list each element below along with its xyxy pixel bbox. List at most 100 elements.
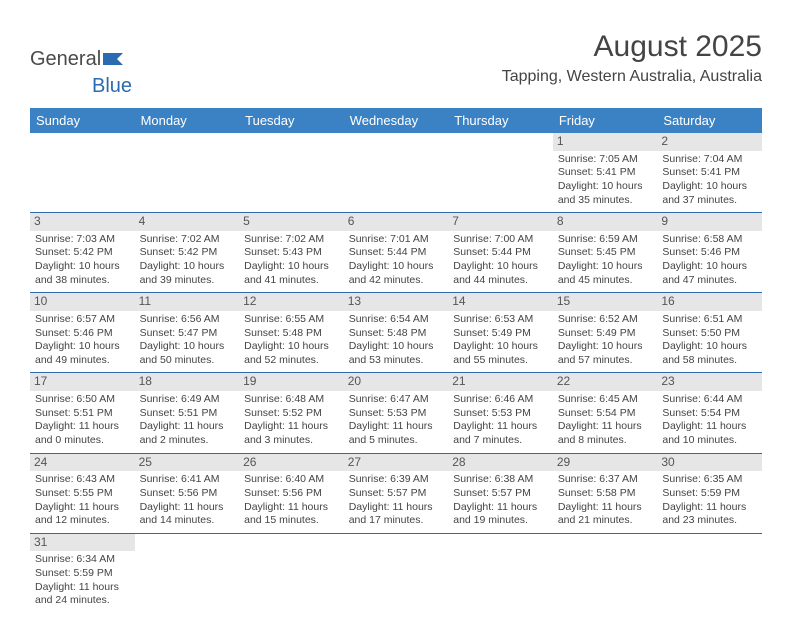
cell-line: and 44 minutes. bbox=[453, 274, 548, 288]
cell-line: Daylight: 10 hours bbox=[558, 340, 653, 354]
cell-line: Sunset: 5:53 PM bbox=[349, 407, 444, 421]
cell-line: Daylight: 11 hours bbox=[453, 420, 548, 434]
day-header: Friday bbox=[553, 108, 658, 133]
day-number: 15 bbox=[553, 293, 658, 311]
day-number: 26 bbox=[239, 454, 344, 472]
cell-line: Sunset: 5:52 PM bbox=[244, 407, 339, 421]
cell-line: and 23 minutes. bbox=[662, 514, 757, 528]
cell-line: Sunset: 5:49 PM bbox=[558, 327, 653, 341]
cell-line: Sunrise: 7:03 AM bbox=[35, 233, 130, 247]
calendar-cell: 4Sunrise: 7:02 AMSunset: 5:42 PMDaylight… bbox=[135, 213, 240, 293]
cell-line: Sunrise: 7:04 AM bbox=[662, 153, 757, 167]
cell-line: Sunset: 5:58 PM bbox=[558, 487, 653, 501]
cell-line: Daylight: 11 hours bbox=[453, 501, 548, 515]
logo-part2: Blue bbox=[92, 75, 132, 97]
cell-line: and 45 minutes. bbox=[558, 274, 653, 288]
cell-line: Daylight: 11 hours bbox=[35, 581, 130, 595]
cell-line: and 49 minutes. bbox=[35, 354, 130, 368]
calendar-cell bbox=[135, 133, 240, 213]
cell-line: Sunrise: 6:41 AM bbox=[140, 473, 235, 487]
cell-line: Sunrise: 7:05 AM bbox=[558, 153, 653, 167]
cell-line: Daylight: 11 hours bbox=[35, 420, 130, 434]
cell-line: Daylight: 10 hours bbox=[662, 180, 757, 194]
calendar-row: 3Sunrise: 7:03 AMSunset: 5:42 PMDaylight… bbox=[30, 213, 762, 293]
cell-line: Sunrise: 6:34 AM bbox=[35, 553, 130, 567]
page: General Blue August 2025 Tapping, Western… bbox=[0, 0, 792, 633]
cell-line: and 24 minutes. bbox=[35, 594, 130, 608]
calendar-cell: 17Sunrise: 6:50 AMSunset: 5:51 PMDayligh… bbox=[30, 373, 135, 453]
calendar-row: 24Sunrise: 6:43 AMSunset: 5:55 PMDayligh… bbox=[30, 453, 762, 533]
header: General Blue August 2025 Tapping, Western… bbox=[30, 30, 762, 98]
day-number: 14 bbox=[448, 293, 553, 311]
day-number: 8 bbox=[553, 213, 658, 231]
cell-line: Sunrise: 6:49 AM bbox=[140, 393, 235, 407]
calendar-cell: 12Sunrise: 6:55 AMSunset: 5:48 PMDayligh… bbox=[239, 293, 344, 373]
cell-line: Daylight: 11 hours bbox=[558, 501, 653, 515]
day-number: 11 bbox=[135, 293, 240, 311]
cell-line: Sunset: 5:56 PM bbox=[140, 487, 235, 501]
calendar-cell: 1Sunrise: 7:05 AMSunset: 5:41 PMDaylight… bbox=[553, 133, 658, 213]
calendar-cell bbox=[344, 533, 449, 613]
calendar-cell bbox=[553, 533, 658, 613]
cell-line: and 55 minutes. bbox=[453, 354, 548, 368]
calendar-cell bbox=[448, 533, 553, 613]
day-number: 19 bbox=[239, 373, 344, 391]
calendar-cell bbox=[344, 133, 449, 213]
calendar-row: 17Sunrise: 6:50 AMSunset: 5:51 PMDayligh… bbox=[30, 373, 762, 453]
calendar-cell: 21Sunrise: 6:46 AMSunset: 5:53 PMDayligh… bbox=[448, 373, 553, 453]
day-header: Tuesday bbox=[239, 108, 344, 133]
day-number: 4 bbox=[135, 213, 240, 231]
cell-line: Sunset: 5:48 PM bbox=[349, 327, 444, 341]
day-number: 27 bbox=[344, 454, 449, 472]
cell-line: Sunrise: 6:48 AM bbox=[244, 393, 339, 407]
cell-line: and 8 minutes. bbox=[558, 434, 653, 448]
cell-line: Sunset: 5:42 PM bbox=[35, 246, 130, 260]
cell-line: Daylight: 11 hours bbox=[662, 501, 757, 515]
day-header: Sunday bbox=[30, 108, 135, 133]
cell-line: Sunrise: 6:59 AM bbox=[558, 233, 653, 247]
cell-line: Sunrise: 6:45 AM bbox=[558, 393, 653, 407]
cell-line: Sunrise: 6:39 AM bbox=[349, 473, 444, 487]
cell-line: and 41 minutes. bbox=[244, 274, 339, 288]
cell-line: Sunset: 5:59 PM bbox=[662, 487, 757, 501]
cell-line: Sunset: 5:44 PM bbox=[349, 246, 444, 260]
cell-line: Sunrise: 6:40 AM bbox=[244, 473, 339, 487]
logo-part1: General bbox=[30, 48, 101, 70]
calendar-cell: 31Sunrise: 6:34 AMSunset: 5:59 PMDayligh… bbox=[30, 533, 135, 613]
day-number: 30 bbox=[657, 454, 762, 472]
day-number: 1 bbox=[553, 133, 658, 151]
cell-line: Sunset: 5:46 PM bbox=[662, 246, 757, 260]
cell-line: Sunrise: 6:57 AM bbox=[35, 313, 130, 327]
day-number: 3 bbox=[30, 213, 135, 231]
cell-line: Sunset: 5:59 PM bbox=[35, 567, 130, 581]
calendar-row: 1Sunrise: 7:05 AMSunset: 5:41 PMDaylight… bbox=[30, 133, 762, 213]
calendar-cell: 2Sunrise: 7:04 AMSunset: 5:41 PMDaylight… bbox=[657, 133, 762, 213]
cell-line: Sunrise: 6:54 AM bbox=[349, 313, 444, 327]
calendar-cell: 9Sunrise: 6:58 AMSunset: 5:46 PMDaylight… bbox=[657, 213, 762, 293]
cell-line: Sunrise: 7:02 AM bbox=[244, 233, 339, 247]
cell-line: Sunset: 5:48 PM bbox=[244, 327, 339, 341]
cell-line: and 38 minutes. bbox=[35, 274, 130, 288]
calendar-cell bbox=[135, 533, 240, 613]
cell-line: and 14 minutes. bbox=[140, 514, 235, 528]
day-number: 24 bbox=[30, 454, 135, 472]
cell-line: Daylight: 10 hours bbox=[453, 340, 548, 354]
cell-line: and 47 minutes. bbox=[662, 274, 757, 288]
page-subtitle: Tapping, Western Australia, Australia bbox=[502, 68, 762, 86]
cell-line: Sunset: 5:45 PM bbox=[558, 246, 653, 260]
cell-line: Sunset: 5:54 PM bbox=[558, 407, 653, 421]
day-number: 9 bbox=[657, 213, 762, 231]
cell-line: Daylight: 11 hours bbox=[244, 501, 339, 515]
cell-line: and 0 minutes. bbox=[35, 434, 130, 448]
cell-line: Sunrise: 6:52 AM bbox=[558, 313, 653, 327]
page-title: August 2025 bbox=[502, 30, 762, 64]
cell-line: and 5 minutes. bbox=[349, 434, 444, 448]
title-block: August 2025 Tapping, Western Australia, … bbox=[502, 30, 762, 86]
cell-line: Daylight: 11 hours bbox=[662, 420, 757, 434]
cell-line: Sunrise: 6:46 AM bbox=[453, 393, 548, 407]
cell-line: Daylight: 10 hours bbox=[244, 340, 339, 354]
calendar-cell: 15 Sunrise: 6:52 AMSunset: 5:49 PMDayligh… bbox=[553, 293, 658, 373]
cell-line: and 57 minutes. bbox=[558, 354, 653, 368]
logo-text: General Blue bbox=[30, 48, 132, 98]
day-header: Wednesday bbox=[344, 108, 449, 133]
